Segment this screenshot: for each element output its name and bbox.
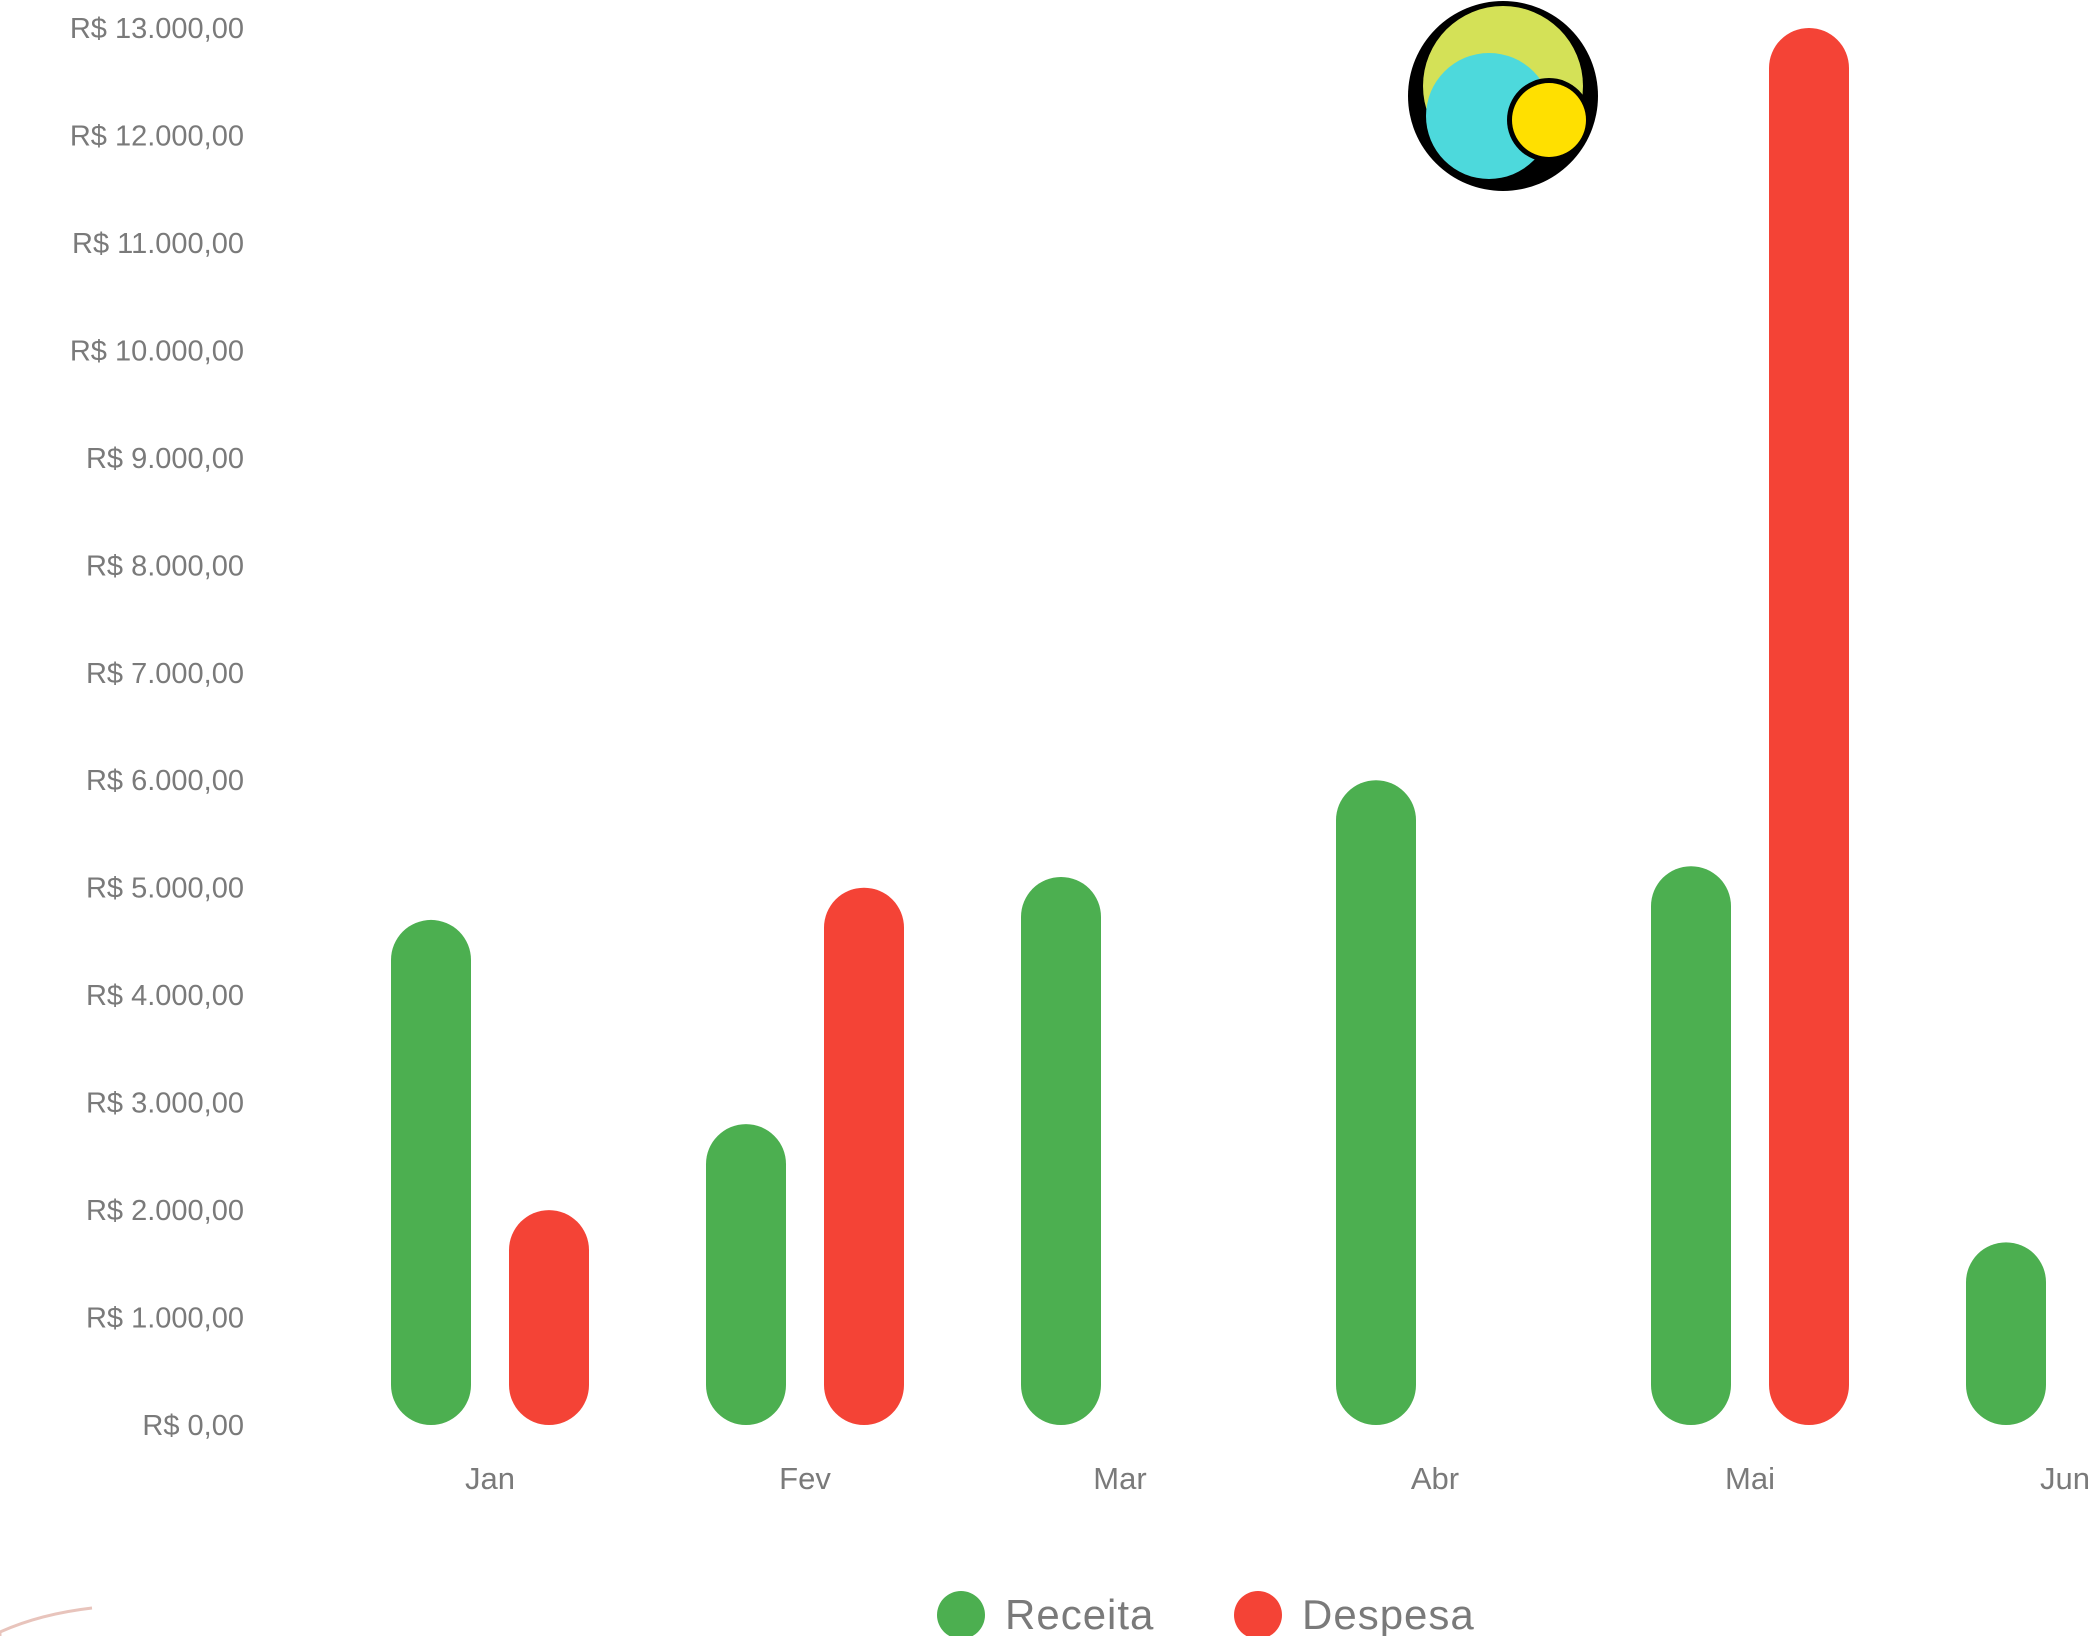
x-tick-label: Abr bbox=[1411, 1461, 1459, 1496]
bar-receita-jan[interactable] bbox=[391, 919, 471, 1425]
bar-despesa-jan[interactable] bbox=[509, 1210, 589, 1425]
logo-small-circle bbox=[1512, 83, 1586, 157]
legend-swatch-receita[interactable] bbox=[937, 1591, 985, 1636]
y-tick-label: R$ 13.000,00 bbox=[70, 13, 244, 45]
legend-label-despesa[interactable]: Despesa bbox=[1302, 1591, 1475, 1636]
x-tick-label: Fev bbox=[779, 1461, 831, 1496]
bar-receita-mar[interactable] bbox=[1021, 876, 1101, 1425]
y-tick-label: R$ 12.000,00 bbox=[70, 120, 244, 152]
legend-label-receita[interactable]: Receita bbox=[1005, 1591, 1154, 1636]
decorative-corner-curve bbox=[0, 1606, 93, 1636]
bar-receita-abr[interactable] bbox=[1336, 780, 1416, 1425]
y-tick-label: R$ 8.000,00 bbox=[86, 550, 244, 582]
bar-receita-jun[interactable] bbox=[1966, 1242, 2046, 1425]
y-tick-label: R$ 1.000,00 bbox=[86, 1303, 244, 1335]
y-tick-label: R$ 0,00 bbox=[142, 1410, 244, 1442]
y-tick-label: R$ 10.000,00 bbox=[70, 335, 244, 367]
x-tick-label: Jan bbox=[465, 1461, 515, 1496]
x-tick-label: Mai bbox=[1725, 1461, 1775, 1496]
y-tick-label: R$ 11.000,00 bbox=[72, 228, 244, 260]
logo bbox=[1408, 1, 1598, 191]
y-tick-label: R$ 3.000,00 bbox=[86, 1088, 244, 1120]
x-tick-label: Jun bbox=[2040, 1461, 2090, 1496]
y-tick-label: R$ 4.000,00 bbox=[86, 980, 244, 1012]
bar-despesa-mai[interactable] bbox=[1769, 28, 1849, 1425]
y-tick-label: R$ 7.000,00 bbox=[86, 658, 244, 690]
y-tick-label: R$ 6.000,00 bbox=[86, 765, 244, 797]
y-tick-label: R$ 2.000,00 bbox=[86, 1195, 244, 1227]
y-axis: R$ 0,00 R$ 1.000,00 R$ 2.000,00 R$ 3.000,00… bbox=[70, 13, 244, 1442]
x-axis: Jan Fev Mar Abr Mai Jun bbox=[465, 1461, 2090, 1496]
bar-receita-mai[interactable] bbox=[1651, 866, 1731, 1425]
x-tick-label: Mar bbox=[1093, 1461, 1146, 1496]
bar-receita-fev[interactable] bbox=[706, 1124, 786, 1425]
legend: Receita Despesa bbox=[937, 1591, 1475, 1636]
y-tick-label: R$ 5.000,00 bbox=[86, 873, 244, 905]
legend-swatch-despesa[interactable] bbox=[1234, 1591, 1282, 1636]
y-tick-label: R$ 9.000,00 bbox=[86, 443, 244, 475]
bars bbox=[391, 28, 2046, 1425]
bar-despesa-fev[interactable] bbox=[824, 887, 904, 1425]
